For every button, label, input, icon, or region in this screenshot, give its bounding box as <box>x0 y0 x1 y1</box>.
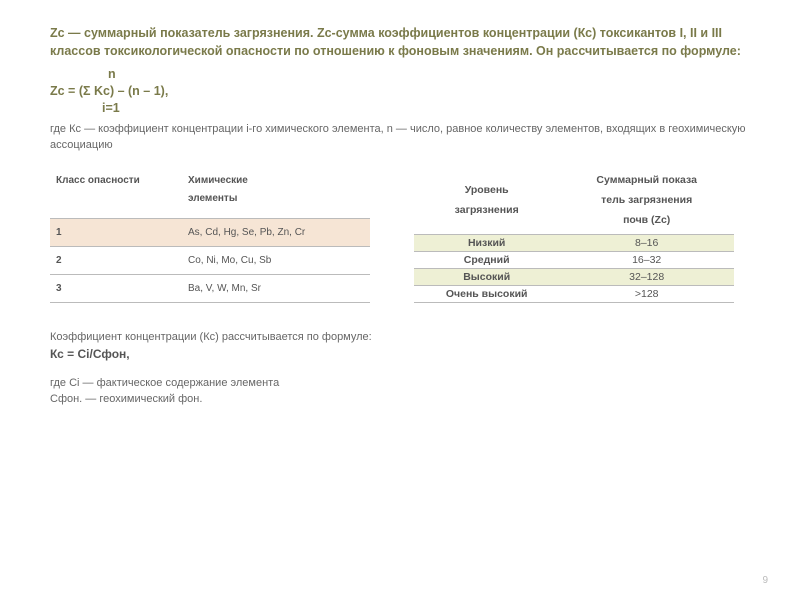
right-th-zc-l1: Суммарный показа <box>596 174 697 186</box>
right-zc-cell: 8–16 <box>559 234 734 251</box>
page-number: 9 <box>762 575 768 586</box>
right-th-zc: Суммарный показа тель загрязнения почв (… <box>559 168 734 234</box>
right-level-cell: Средний <box>414 251 559 268</box>
table-row: Низкий 8–16 <box>414 234 734 251</box>
right-zc-cell: >128 <box>559 285 734 302</box>
formula-main-line: Zc = (Σ Kc) – (n – 1), <box>50 83 750 100</box>
left-class-cell: 2 <box>50 246 182 274</box>
left-elems-cell: As, Cd, Hg, Se, Pb, Zn, Cr <box>182 218 370 246</box>
right-th-level-l2: загрязнения <box>455 204 519 216</box>
table-row: 2 Co, Ni, Mo, Cu, Sb <box>50 246 370 274</box>
kc-formula: Кс = Сi/Сфон, <box>50 347 750 361</box>
hazard-class-table: Класс опасности Химические элементы 1 As… <box>50 168 370 303</box>
formula-sum-bottom: i=1 <box>50 100 750 117</box>
table-row: Очень высокий >128 <box>414 285 734 302</box>
left-th-class: Класс опасности <box>50 168 182 219</box>
kc-intro: Коэффициент концентрации (Кс) рассчитыва… <box>50 331 750 343</box>
right-level-cell: Низкий <box>414 234 559 251</box>
pollution-level-table: Уровень загрязнения Суммарный показа тел… <box>414 168 734 303</box>
tables-row: Класс опасности Химические элементы 1 As… <box>50 168 750 303</box>
intro-paragraph: Zс — суммарный показатель загрязнения. Z… <box>50 24 750 60</box>
right-th-level: Уровень загрязнения <box>414 168 559 234</box>
formula-block: n Zc = (Σ Kc) – (n – 1), i=1 <box>50 66 750 117</box>
formula-sum-top: n <box>50 66 750 83</box>
right-th-zc-l3: почв (Zc) <box>623 214 670 226</box>
left-th-elements-l2: элементы <box>188 193 237 204</box>
right-zc-cell: 32–128 <box>559 268 734 285</box>
kc-explain1: где Ci — фактическое содержание элемента <box>50 377 750 389</box>
left-class-cell: 3 <box>50 274 182 302</box>
right-level-cell: Высокий <box>414 268 559 285</box>
left-th-elements-l1: Химические <box>188 175 248 186</box>
left-elems-cell: Ba, V, W, Mn, Sr <box>182 274 370 302</box>
table-row: Высокий 32–128 <box>414 268 734 285</box>
table-row: 1 As, Cd, Hg, Se, Pb, Zn, Cr <box>50 218 370 246</box>
formula-explain: где Кс — коэффициент концентрации i-го х… <box>50 121 750 154</box>
right-level-cell: Очень высокий <box>414 285 559 302</box>
table-row: 3 Ba, V, W, Mn, Sr <box>50 274 370 302</box>
kc-explain2: Сфон. — геохимический фон. <box>50 393 750 405</box>
right-zc-cell: 16–32 <box>559 251 734 268</box>
table-row: Средний 16–32 <box>414 251 734 268</box>
right-th-level-l1: Уровень <box>465 184 509 196</box>
left-elems-cell: Co, Ni, Mo, Cu, Sb <box>182 246 370 274</box>
left-th-elements: Химические элементы <box>182 168 370 219</box>
left-class-cell: 1 <box>50 218 182 246</box>
right-th-zc-l2: тель загрязнения <box>601 194 692 206</box>
